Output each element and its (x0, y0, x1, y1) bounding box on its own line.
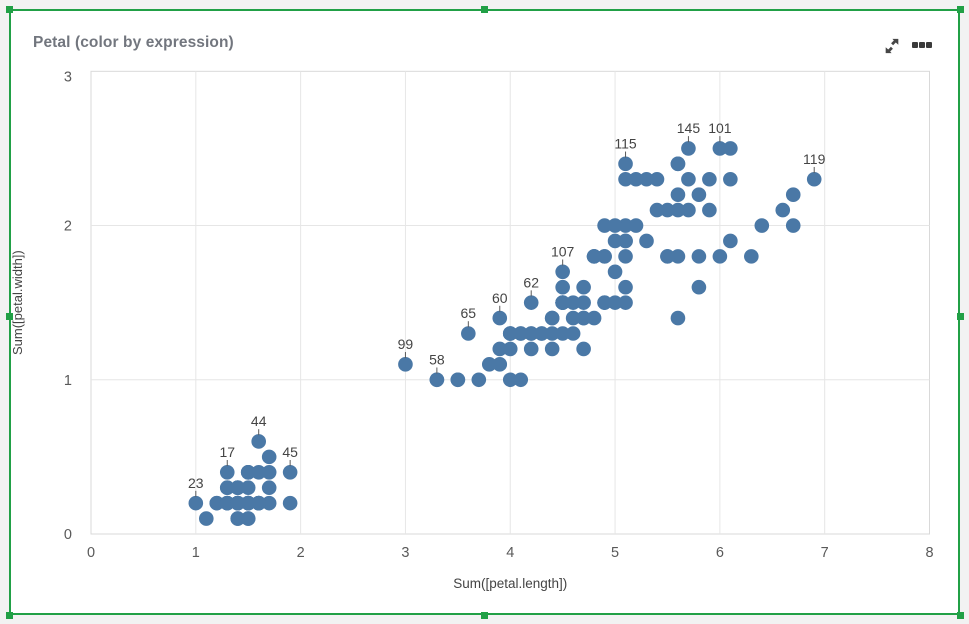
svg-text:5: 5 (611, 545, 619, 561)
svg-text:8: 8 (925, 545, 933, 561)
svg-text:0: 0 (87, 545, 95, 561)
svg-text:3: 3 (401, 545, 409, 561)
svg-text:145: 145 (677, 120, 701, 136)
svg-text:Sum([petal.width]): Sum([petal.width]) (10, 250, 25, 355)
svg-text:6: 6 (716, 545, 724, 561)
svg-text:Sum([petal.length]): Sum([petal.length]) (453, 576, 567, 591)
svg-text:60: 60 (492, 290, 508, 306)
svg-text:99: 99 (398, 336, 414, 352)
svg-text:17: 17 (219, 444, 235, 460)
svg-text:101: 101 (708, 120, 732, 136)
svg-text:65: 65 (461, 305, 477, 321)
svg-text:1: 1 (64, 373, 72, 389)
svg-text:1: 1 (192, 545, 200, 561)
svg-text:2: 2 (64, 219, 72, 235)
svg-text:115: 115 (614, 136, 637, 152)
svg-text:7: 7 (821, 545, 829, 561)
svg-text:4: 4 (506, 545, 514, 561)
svg-text:2: 2 (297, 545, 305, 561)
svg-text:3: 3 (64, 69, 72, 85)
svg-text:62: 62 (523, 274, 539, 290)
svg-text:58: 58 (429, 351, 445, 367)
svg-text:0: 0 (64, 527, 72, 543)
svg-text:107: 107 (551, 244, 575, 260)
svg-text:23: 23 (188, 475, 204, 491)
svg-text:45: 45 (282, 444, 298, 460)
svg-text:44: 44 (251, 413, 267, 429)
svg-text:119: 119 (803, 151, 826, 167)
